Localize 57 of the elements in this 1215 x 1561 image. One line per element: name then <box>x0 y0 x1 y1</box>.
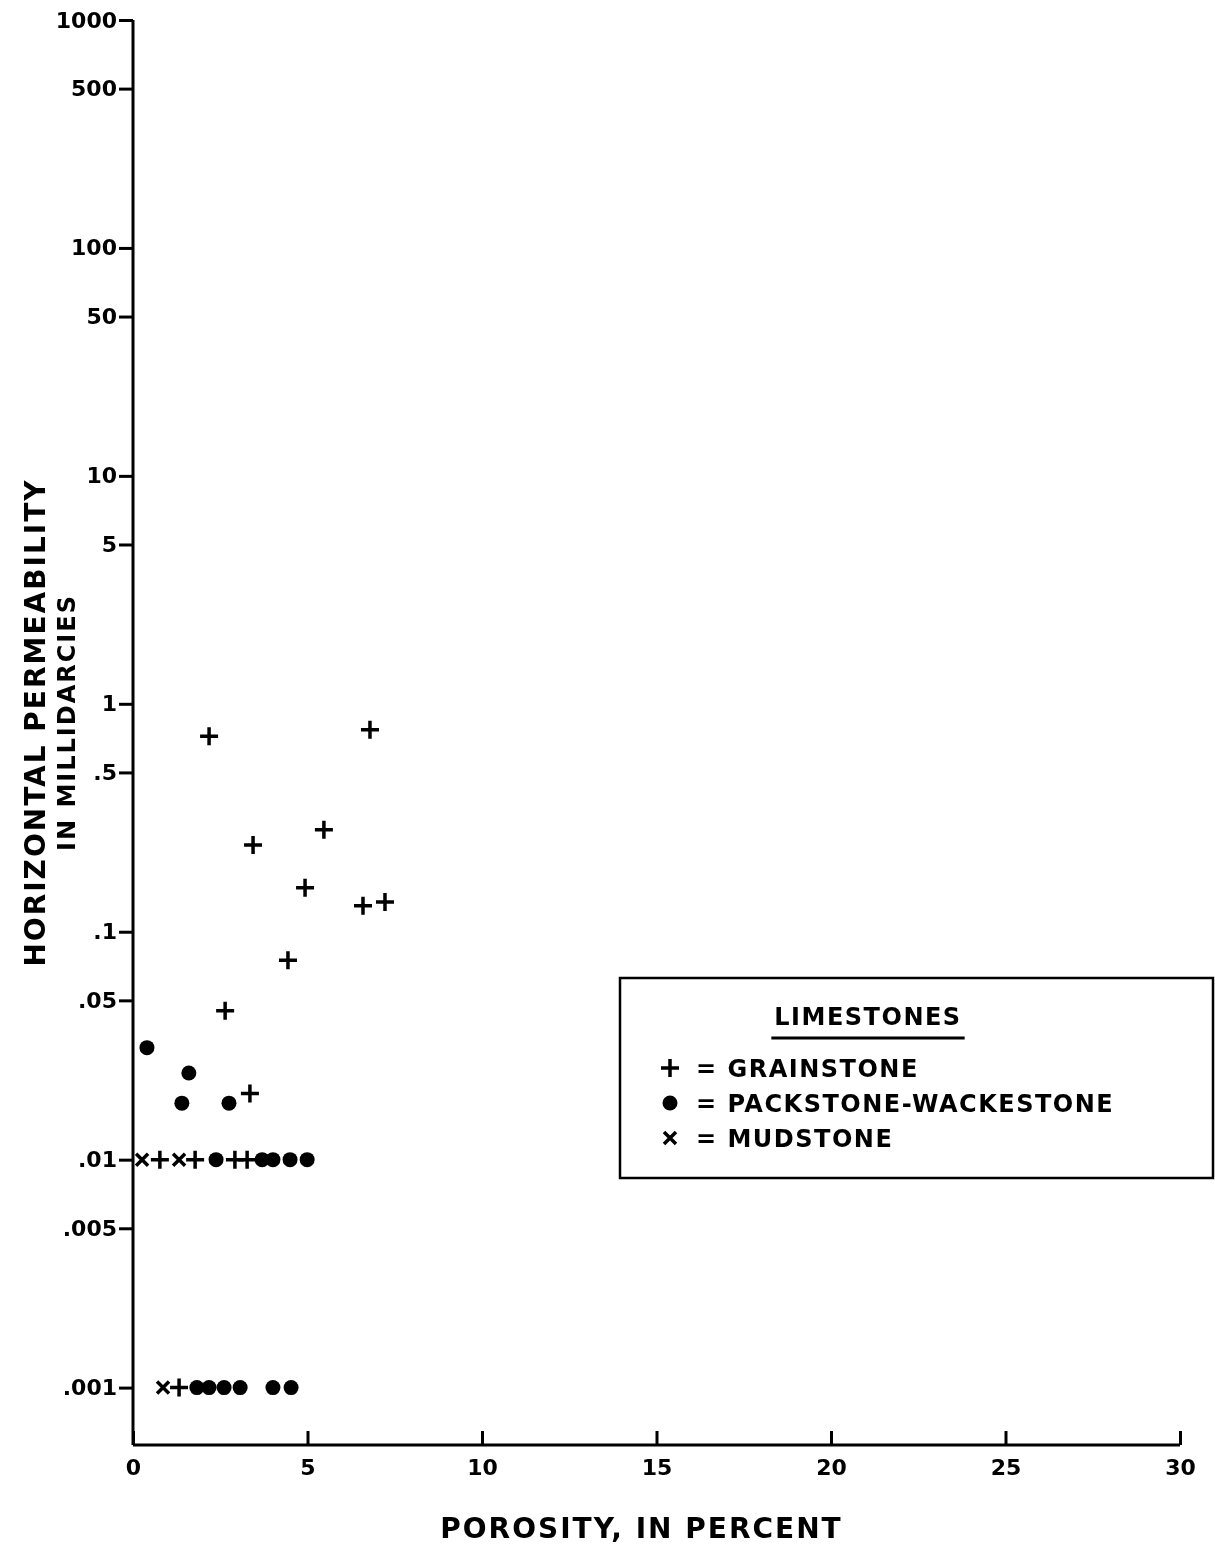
y-tick-label: .5 <box>93 759 117 785</box>
y-axis-title: HORIZONTAL PERMEABILITY IN MILLIDARCIES <box>19 478 81 967</box>
y-tick-label: 100 <box>71 235 117 261</box>
point <box>277 949 299 971</box>
point <box>155 1379 171 1396</box>
y-tick-label: .005 <box>62 1215 117 1241</box>
x-tick-label: 20 <box>816 1454 847 1480</box>
point <box>236 1148 258 1171</box>
point <box>294 876 316 899</box>
x-tick-label: 0 <box>125 1454 142 1480</box>
y-tick-label: .001 <box>62 1375 117 1401</box>
point <box>239 1082 261 1105</box>
point <box>139 1040 155 1056</box>
point <box>352 895 374 917</box>
point <box>184 1148 206 1171</box>
point <box>149 1148 171 1171</box>
point <box>221 1095 237 1111</box>
x-tick-label: 30 <box>1165 1454 1196 1480</box>
y-tick-label: 10 <box>86 463 117 489</box>
point <box>242 834 264 856</box>
point <box>265 1152 281 1168</box>
x-tick-label: 25 <box>990 1454 1022 1480</box>
point <box>359 718 381 741</box>
legend-label: = PACKSTONE-WACKESTONE <box>696 1090 1115 1118</box>
x-tick-label: 10 <box>467 1454 498 1480</box>
y-tick-label: .01 <box>78 1147 117 1173</box>
y-tick-label: 1000 <box>55 7 117 33</box>
y-tick-label: 50 <box>86 304 117 330</box>
point <box>134 1151 150 1168</box>
y-tick-label: .1 <box>93 919 117 945</box>
point <box>374 891 396 913</box>
point <box>265 1380 281 1396</box>
y-tick-label: 1 <box>101 691 117 717</box>
point <box>299 1152 315 1168</box>
legend-label: = GRAINSTONE <box>696 1055 919 1083</box>
point <box>181 1065 197 1081</box>
point <box>216 1380 232 1396</box>
x-tick-label: 5 <box>300 1454 316 1480</box>
point <box>174 1095 190 1111</box>
legend-title: LIMESTONES <box>774 1003 962 1031</box>
point <box>201 1380 217 1396</box>
y-tick-label: .05 <box>78 987 117 1013</box>
point <box>214 1000 236 1022</box>
y-tick-label: 5 <box>101 532 117 558</box>
point <box>232 1380 248 1396</box>
x-tick-label: 15 <box>641 1454 673 1480</box>
y-tick-label: 500 <box>71 76 117 102</box>
point <box>168 1376 190 1399</box>
point <box>208 1152 224 1168</box>
point <box>282 1152 298 1168</box>
x-axis-title: POROSITY, IN PERCENT <box>440 1512 843 1545</box>
point <box>313 819 335 841</box>
point <box>283 1380 299 1396</box>
point <box>171 1151 187 1168</box>
point <box>198 725 220 748</box>
point <box>189 1380 205 1396</box>
legend-label: = MUDSTONE <box>696 1125 894 1153</box>
